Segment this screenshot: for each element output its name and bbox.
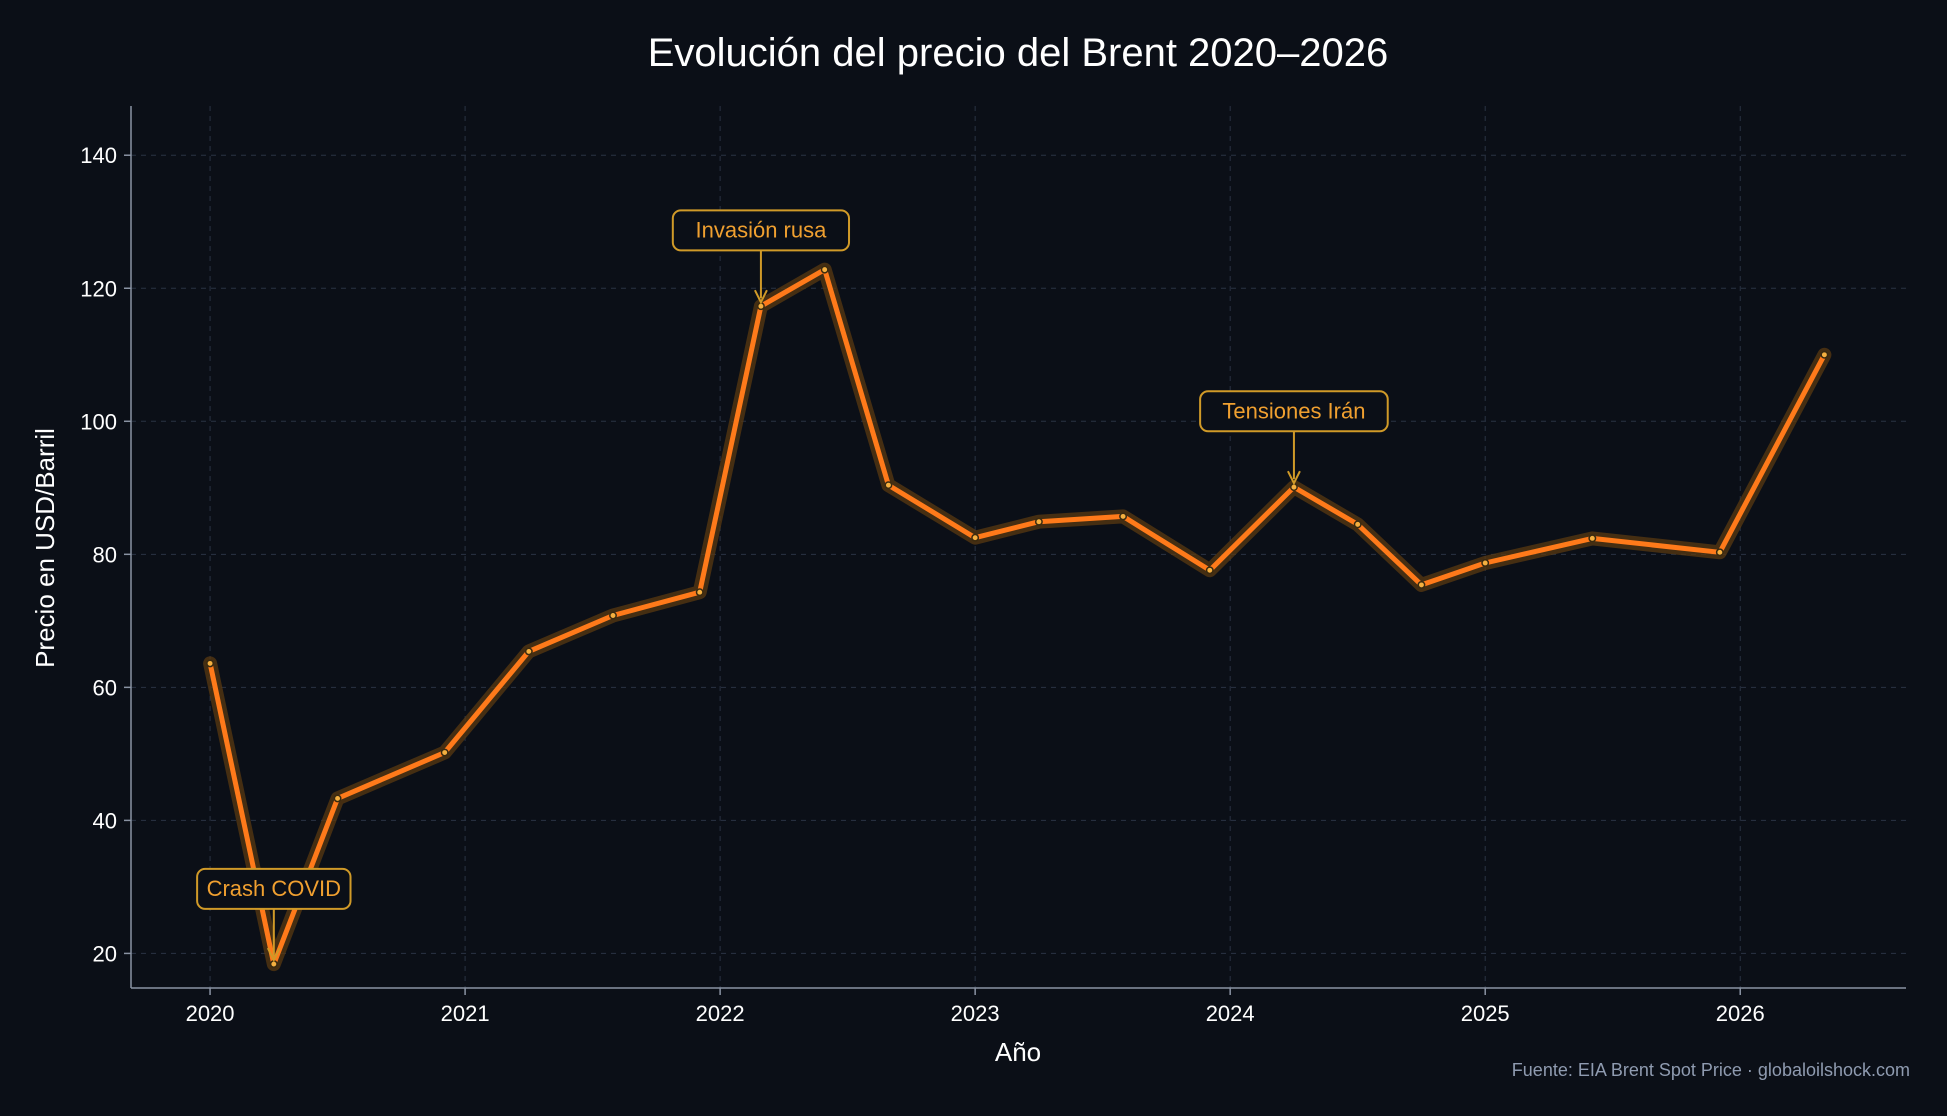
data-point bbox=[820, 265, 829, 274]
data-point bbox=[1353, 520, 1362, 529]
y-tick-label: 40 bbox=[93, 808, 117, 833]
x-ticks: 2020 2021 2022 2023 2024 2025 2026 bbox=[186, 988, 1765, 1026]
series-line bbox=[207, 267, 1827, 967]
data-point bbox=[524, 647, 533, 656]
chart-title: Evolución del precio del Brent 2020–2026 bbox=[648, 31, 1389, 75]
data-point bbox=[1715, 548, 1724, 557]
data-point bbox=[609, 611, 617, 620]
y-tick-label: 140 bbox=[80, 143, 117, 168]
annotation-box bbox=[671, 209, 851, 252]
data-point bbox=[1481, 559, 1490, 567]
annotation-box bbox=[1199, 390, 1389, 433]
data-point bbox=[333, 794, 342, 803]
data-point bbox=[1034, 517, 1043, 526]
x-tick-label: 2025 bbox=[1461, 1001, 1510, 1026]
y-axis-label: Precio en USD/Barril bbox=[30, 428, 60, 668]
y-tick-label: 20 bbox=[93, 941, 117, 966]
annotation-box bbox=[196, 867, 352, 910]
axes bbox=[130, 106, 1906, 989]
data-point bbox=[1820, 350, 1829, 359]
series-brent bbox=[203, 262, 1832, 972]
grid bbox=[131, 106, 1906, 988]
y-tick-label: 60 bbox=[93, 675, 117, 700]
data-point bbox=[440, 748, 449, 757]
annotation: Crash COVID bbox=[196, 867, 352, 963]
data-point bbox=[1119, 512, 1128, 521]
annotation: Tensiones Irán bbox=[1199, 390, 1389, 486]
data-point bbox=[971, 533, 980, 542]
source-note: Fuente: EIA Brent Spot Price · globaloil… bbox=[1512, 1060, 1910, 1080]
annotation-label: Invasión rusa bbox=[695, 217, 827, 242]
y-tick-label: 120 bbox=[80, 276, 117, 301]
annotation-arrow-head bbox=[754, 289, 768, 305]
annotation-arrow-head bbox=[1287, 470, 1301, 486]
annotation-label: Crash COVID bbox=[207, 876, 341, 901]
y-tick-label: 80 bbox=[93, 542, 117, 567]
x-tick-label: 2020 bbox=[186, 1001, 235, 1026]
x-tick-label: 2022 bbox=[696, 1001, 745, 1026]
x-axis-label: Año bbox=[995, 1037, 1041, 1067]
data-point bbox=[884, 481, 893, 490]
data-point bbox=[1417, 580, 1426, 589]
y-ticks: 20 40 60 80 100 120 140 bbox=[80, 143, 131, 966]
data-point bbox=[1205, 566, 1214, 575]
x-tick-label: 2023 bbox=[951, 1001, 1000, 1026]
x-tick-label: 2021 bbox=[441, 1001, 490, 1026]
data-point bbox=[695, 588, 704, 597]
x-tick-label: 2024 bbox=[1206, 1001, 1255, 1026]
annotation-arrow-head bbox=[266, 947, 281, 963]
data-point bbox=[206, 659, 215, 668]
annotation-label: Tensiones Irán bbox=[1222, 398, 1365, 423]
annotations: Crash COVID Invasión rusa Tensiones Irán bbox=[196, 209, 1389, 963]
data-point bbox=[1588, 534, 1597, 543]
annotation: Invasión rusa bbox=[671, 209, 851, 305]
series-glow bbox=[203, 262, 1832, 972]
x-tick-label: 2026 bbox=[1716, 1001, 1765, 1026]
y-tick-label: 100 bbox=[80, 409, 117, 434]
